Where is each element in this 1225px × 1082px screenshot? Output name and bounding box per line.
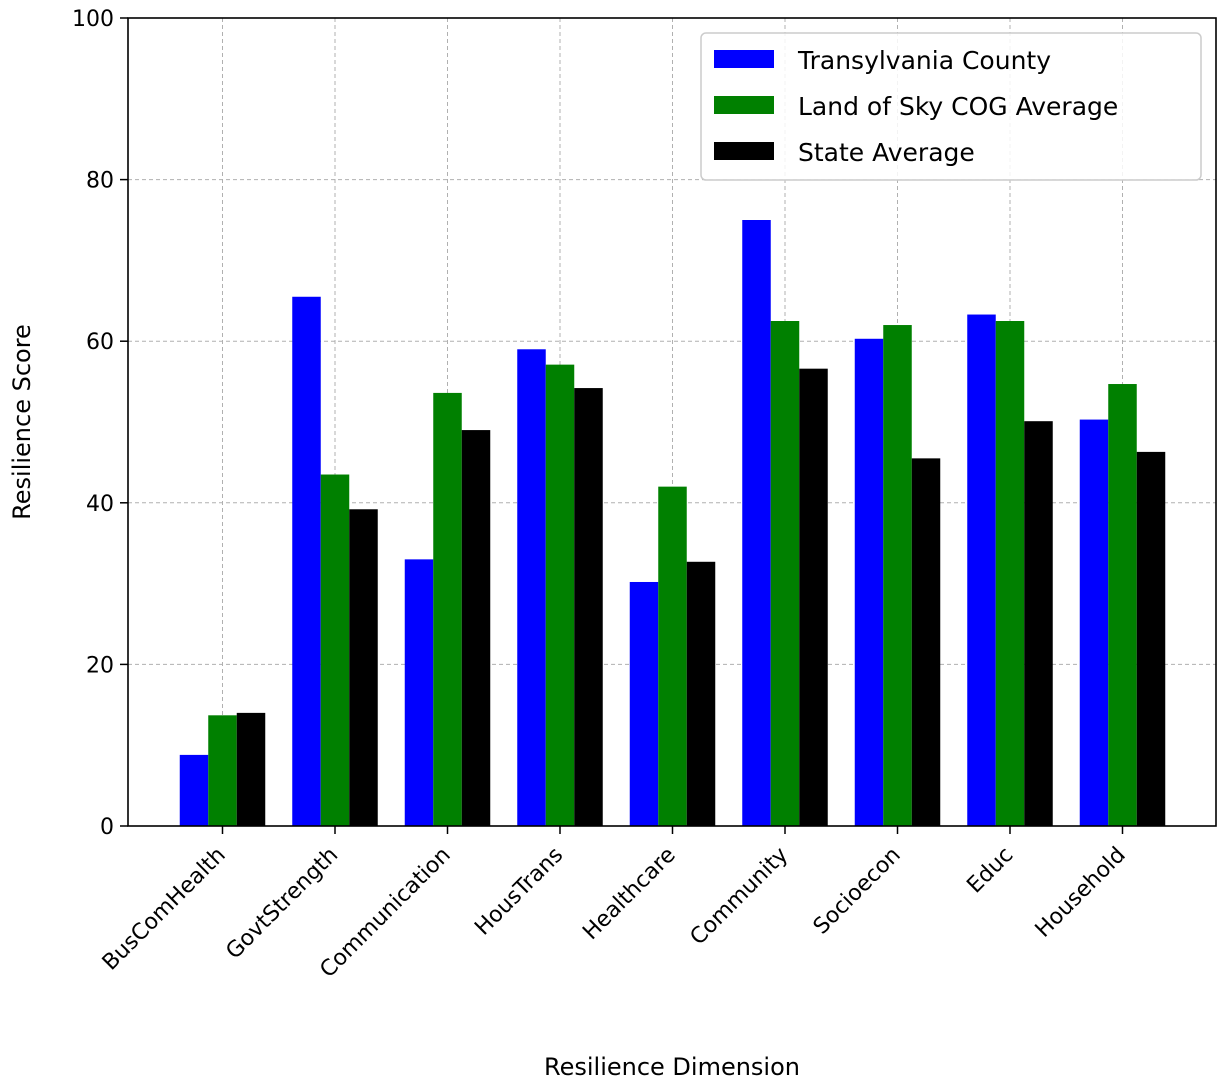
bar-land-of-sky-cog-average-community (770, 321, 800, 826)
bar-state-average-buscomhealth (236, 712, 266, 826)
bar-transylvania-county-govtstrength (292, 296, 321, 826)
x-axis-title: Resilience Dimension (544, 1053, 800, 1081)
x-tick-label: BusComHealth (98, 843, 231, 976)
legend-box (700, 32, 1202, 181)
bar-state-average-socioecon (911, 458, 941, 826)
bar-state-average-household (1136, 451, 1166, 826)
bar-land-of-sky-cog-average-healthcare (658, 486, 687, 826)
y-tick-label: 20 (86, 653, 114, 678)
bar-land-of-sky-cog-average-household (1108, 384, 1137, 826)
legend-label-state: State Average (798, 138, 975, 167)
legend-swatch-land-of-sky (714, 96, 774, 114)
y-axis-title: Resilience Score (8, 324, 36, 520)
bar-transylvania-county-communication (404, 559, 434, 826)
bar-transylvania-county-socioecon (854, 338, 884, 826)
x-tick-label: Healthcare (578, 843, 680, 945)
bar-transylvania-county-houstrans (517, 349, 546, 826)
bars-layer (179, 220, 1166, 826)
bar-transylvania-county-community (742, 220, 771, 826)
bar-land-of-sky-cog-average-communication (433, 392, 462, 826)
bar-state-average-educ (1024, 421, 1053, 826)
y-tick-label: 100 (72, 7, 114, 32)
bar-state-average-houstrans (574, 388, 603, 826)
bar-land-of-sky-cog-average-houstrans (545, 364, 575, 826)
bar-state-average-community (799, 368, 828, 826)
y-tick-label: 60 (86, 330, 114, 355)
bar-state-average-govtstrength (349, 509, 378, 826)
bar-land-of-sky-cog-average-buscomhealth (208, 715, 237, 826)
bar-land-of-sky-cog-average-socioecon (883, 325, 912, 826)
x-tick-label: HousTrans (470, 843, 568, 941)
y-tick-label: 0 (100, 815, 114, 840)
x-tick-label: GovtStrength (221, 843, 343, 965)
y-tick-label: 40 (86, 492, 114, 517)
x-tick-label: Household (1031, 843, 1131, 943)
legend: Transylvania County Land of Sky COG Aver… (700, 32, 1202, 181)
bar-state-average-communication (461, 430, 491, 826)
x-tick-label: Community (686, 843, 794, 951)
legend-label-land-of-sky: Land of Sky COG Average (798, 92, 1118, 121)
bar-transylvania-county-household (1079, 419, 1109, 826)
x-tick-label: Socioecon (809, 843, 906, 940)
bar-transylvania-county-healthcare (629, 581, 659, 826)
legend-swatch-transylvania (714, 50, 774, 68)
y-tick-label: 80 (86, 169, 114, 194)
bar-transylvania-county-educ (967, 314, 996, 826)
bar-land-of-sky-cog-average-govtstrength (320, 474, 350, 826)
legend-swatch-state (714, 142, 774, 160)
x-tick-label: Educ (962, 843, 1018, 899)
bar-state-average-healthcare (686, 561, 716, 826)
bar-transylvania-county-buscomhealth (179, 754, 209, 826)
bar-land-of-sky-cog-average-educ (995, 321, 1025, 826)
legend-label-transylvania: Transylvania County (797, 46, 1051, 75)
